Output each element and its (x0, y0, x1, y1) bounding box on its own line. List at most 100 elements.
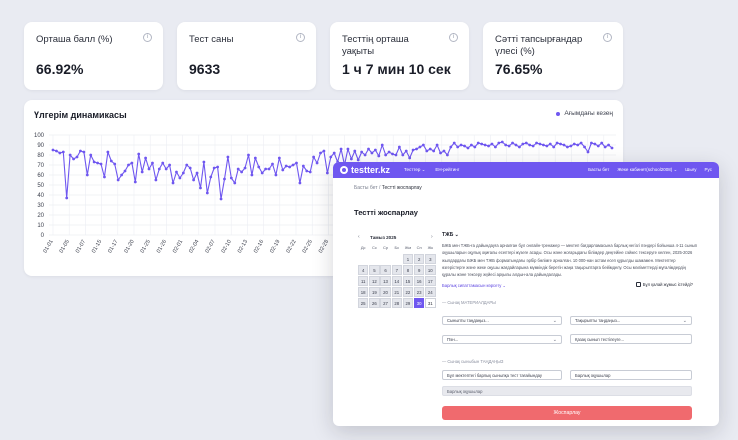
data-point[interactable] (147, 167, 151, 171)
data-point[interactable] (349, 157, 353, 161)
data-point[interactable] (315, 161, 319, 165)
data-point[interactable] (308, 170, 312, 174)
data-point[interactable] (497, 141, 501, 145)
data-point[interactable] (339, 147, 343, 151)
data-point[interactable] (79, 149, 82, 153)
data-point[interactable] (411, 148, 415, 152)
data-point[interactable] (380, 143, 384, 147)
calendar-prev-button[interactable]: ‹ (358, 234, 360, 240)
data-point[interactable] (295, 161, 298, 165)
data-point[interactable] (545, 144, 549, 148)
data-point[interactable] (483, 143, 487, 147)
data-point[interactable] (229, 176, 233, 180)
topic-select[interactable]: Тақырыпты таңдаңыз... ⌄ (570, 316, 692, 325)
data-point[interactable] (538, 142, 542, 146)
data-point[interactable] (559, 142, 562, 146)
data-point[interactable] (346, 147, 350, 151)
data-point[interactable] (542, 143, 545, 147)
data-point[interactable] (274, 173, 278, 177)
data-point[interactable] (425, 149, 429, 153)
data-point[interactable] (154, 178, 158, 182)
data-point[interactable] (312, 155, 316, 159)
data-point[interactable] (466, 146, 470, 150)
data-point[interactable] (367, 147, 370, 151)
data-point[interactable] (370, 151, 374, 155)
data-point[interactable] (185, 163, 189, 167)
data-point[interactable] (127, 163, 130, 167)
data-point[interactable] (511, 141, 514, 145)
data-point[interactable] (325, 171, 329, 175)
data-point[interactable] (199, 186, 202, 190)
data-point[interactable] (562, 143, 566, 147)
data-point[interactable] (387, 150, 391, 154)
data-point[interactable] (168, 163, 172, 167)
data-point[interactable] (305, 169, 309, 173)
data-point[interactable] (271, 162, 274, 166)
brand-logo[interactable]: testter.kz (340, 165, 390, 175)
data-point[interactable] (459, 143, 463, 147)
data-point[interactable] (288, 165, 292, 169)
data-point[interactable] (195, 171, 199, 175)
data-point[interactable] (579, 141, 583, 145)
data-point[interactable] (514, 143, 518, 147)
data-point[interactable] (566, 145, 569, 149)
show-description-link[interactable]: Барлық сипаттамасын көрсету ⌄ (442, 283, 507, 288)
data-point[interactable] (473, 145, 477, 149)
data-point[interactable] (257, 165, 261, 169)
data-point[interactable] (250, 173, 254, 177)
data-point[interactable] (583, 145, 586, 149)
data-point[interactable] (301, 164, 305, 168)
data-point[interactable] (356, 158, 360, 162)
data-point[interactable] (72, 157, 75, 161)
data-point[interactable] (507, 144, 511, 148)
data-point[interactable] (89, 153, 93, 157)
data-point[interactable] (260, 171, 264, 175)
data-point[interactable] (264, 167, 268, 171)
data-point[interactable] (572, 142, 576, 146)
data-point[interactable] (103, 175, 106, 179)
subject-select[interactable]: Пән... ⌄ (442, 335, 562, 344)
data-point[interactable] (140, 170, 144, 174)
data-point[interactable] (188, 166, 192, 170)
data-point[interactable] (456, 145, 460, 149)
info-icon[interactable]: i (296, 33, 305, 42)
data-point[interactable] (493, 145, 497, 149)
assign-all-classes-input[interactable]: Бұл мектептегі барлық сыныпқа тест тағай… (442, 370, 562, 380)
data-point[interactable] (404, 149, 408, 153)
data-point[interactable] (157, 167, 161, 171)
data-point[interactable] (223, 177, 226, 181)
data-point[interactable] (51, 148, 55, 152)
data-point[interactable] (247, 153, 250, 157)
data-point[interactable] (384, 153, 388, 157)
data-point[interactable] (233, 181, 237, 185)
data-point[interactable] (332, 151, 336, 155)
data-point[interactable] (610, 146, 614, 150)
data-point[interactable] (175, 170, 178, 174)
data-point[interactable] (480, 142, 484, 146)
data-point[interactable] (123, 169, 127, 173)
data-point[interactable] (524, 141, 528, 145)
data-point[interactable] (487, 144, 490, 148)
nav-logout[interactable]: Шығу (685, 167, 697, 172)
data-point[interactable] (415, 147, 418, 151)
data-point[interactable] (377, 154, 381, 158)
data-point[interactable] (408, 156, 412, 160)
data-point[interactable] (298, 181, 302, 185)
data-point[interactable] (329, 155, 333, 159)
data-point[interactable] (171, 181, 175, 185)
data-point[interactable] (397, 145, 401, 149)
nav-rating[interactable]: ЕН-рейтинг (435, 167, 460, 172)
data-point[interactable] (603, 145, 607, 149)
students-input[interactable]: Барлық оқушылар (570, 370, 692, 380)
data-point[interactable] (360, 150, 364, 154)
data-point[interactable] (109, 159, 113, 163)
data-point[interactable] (243, 166, 247, 170)
data-point[interactable] (192, 178, 196, 182)
info-icon[interactable]: i (449, 33, 458, 42)
data-point[interactable] (445, 153, 449, 157)
data-point[interactable] (137, 152, 141, 156)
data-point[interactable] (596, 144, 600, 148)
schedule-button[interactable]: Жоспарлау (442, 406, 692, 420)
data-point[interactable] (363, 153, 367, 157)
calendar-day[interactable]: 31 (425, 298, 436, 308)
